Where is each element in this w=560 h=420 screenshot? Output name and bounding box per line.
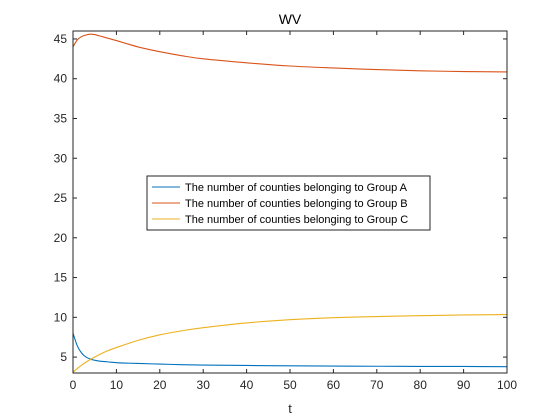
legend: The number of counties belonging to Grou… [146,175,431,231]
x-tick-label: 90 [457,378,471,392]
y-tick-label: 10 [54,310,68,324]
legend-entry-3: The number of counties belonging to Grou… [185,214,408,226]
y-axis-ticks: 5 10 15 20 25 30 35 40 45 [54,32,507,364]
x-tick-label: 80 [414,378,428,392]
legend-entry-2: The number of counties belonging to Grou… [185,198,408,210]
series-line-1 [73,333,507,368]
x-tick-label: 0 [70,378,77,392]
x-tick-label: 60 [327,378,341,392]
legend-entry-1: The number of counties belonging to Grou… [185,182,408,194]
x-tick-label: 30 [197,378,211,392]
x-tick-label: 20 [153,378,167,392]
y-tick-label: 20 [54,231,68,245]
y-tick-label: 30 [54,151,68,165]
y-tick-label: 35 [54,111,68,125]
y-tick-label: 25 [54,191,68,205]
y-tick-label: 15 [54,271,68,285]
x-axis-ticks: 0 10 20 30 40 50 60 70 80 90 100 [70,31,517,392]
y-tick-label: 40 [54,72,68,86]
y-tick-label: 45 [54,32,68,46]
legend-box [146,175,431,231]
series-layer [73,33,507,373]
x-tick-label: 70 [370,378,384,392]
x-tick-label: 50 [283,378,297,392]
x-tick-label: 100 [497,378,517,392]
series-line-3 [73,313,507,373]
series-line-2 [73,33,507,73]
x-axis-label: t [288,401,292,416]
x-tick-label: 10 [110,378,124,392]
chart-title: WV [279,11,302,27]
y-tick-label: 5 [60,350,67,364]
x-tick-label: 40 [240,378,254,392]
